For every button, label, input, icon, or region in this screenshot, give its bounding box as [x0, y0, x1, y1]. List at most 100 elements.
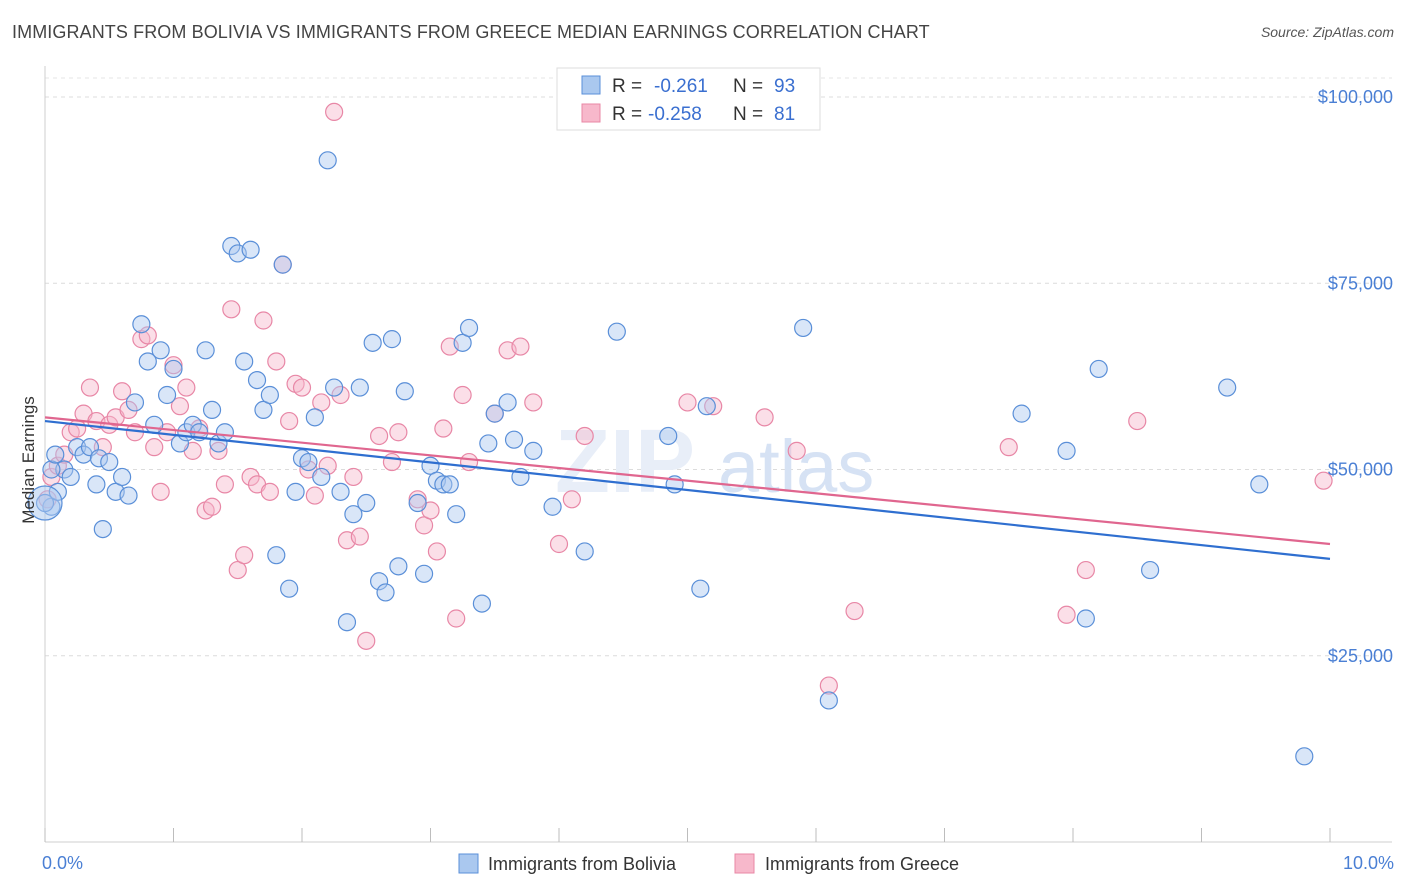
legend-n-label-bolivia: N =	[733, 76, 763, 97]
greece-point-78	[1128, 411, 1147, 431]
legend-r-value-bolivia: -0.261	[654, 76, 708, 97]
bolivia-point-67	[479, 434, 498, 453]
greece-point-27	[215, 475, 234, 494]
y-tick-label-2: $75,000	[1328, 273, 1393, 293]
greece-point-21	[177, 378, 196, 397]
bolivia-point-82	[1012, 404, 1031, 423]
bolivia-point-28	[215, 423, 234, 442]
greece-point-20	[170, 397, 190, 416]
source-label: Source: ZipAtlas.com	[1260, 24, 1394, 40]
greece-point-76	[1057, 605, 1076, 624]
bolivia-point-48	[344, 505, 363, 524]
bolivia-point-33	[247, 371, 267, 390]
bolivia-point-73	[543, 497, 562, 516]
bolivia-point-14	[125, 393, 145, 412]
y-tick-label-1: $50,000	[1328, 460, 1393, 480]
trend-line-bolivia	[44, 419, 1331, 560]
bolivia-point-66	[472, 594, 491, 613]
bolivia-point-65	[459, 318, 479, 338]
bolivia-point-15	[132, 315, 151, 334]
greece-point-52	[389, 423, 408, 442]
bolivia-point-17	[145, 415, 164, 434]
greece-point-79	[1314, 471, 1333, 490]
bolivia-point-25	[196, 341, 215, 360]
greece-point-48	[350, 527, 369, 546]
bolivia-point-46	[331, 482, 350, 501]
greece-point-41	[305, 486, 324, 505]
trend-lines	[44, 416, 1331, 560]
greece-point-45	[331, 385, 350, 405]
greece-point-16	[145, 438, 164, 457]
bolivia-point-92	[46, 445, 65, 464]
greece-point-50	[370, 426, 389, 446]
greece-point-59	[447, 609, 466, 628]
greece-point-28	[222, 300, 241, 319]
bolivia-point-38	[280, 579, 299, 598]
greece-point-71	[755, 408, 774, 427]
greece-point-35	[267, 352, 286, 371]
bolivia-point-20	[164, 359, 183, 379]
greece-point-43	[318, 456, 337, 475]
greece-point-17	[151, 482, 170, 501]
y-axis-label: Median Earnings	[19, 396, 38, 524]
bolivia-point-31	[235, 352, 254, 371]
watermark-atlas: atlas	[718, 425, 874, 508]
bolivia-point-69	[498, 393, 517, 412]
bolivia-point-29	[222, 236, 241, 256]
greece-point-67	[562, 490, 581, 509]
greece-point-77	[1076, 560, 1095, 580]
bolivia-point-76	[659, 426, 678, 446]
bolivia-point-53	[376, 583, 395, 602]
legend-r-label-greece: R =	[612, 104, 642, 125]
bolivia-point-45	[325, 378, 344, 397]
legend-r-value-greece: -0.258	[648, 104, 702, 125]
bolivia-point-36	[267, 546, 286, 565]
correlation-legend: R = -0.261 N = 93 R = -0.258 N = 81	[556, 67, 821, 131]
greece-point-73	[819, 676, 838, 695]
bolivia-point-8	[89, 449, 109, 468]
bolivia-point-80	[794, 318, 813, 338]
bolivia-point-85	[1089, 359, 1108, 379]
greece-point-34	[260, 482, 279, 501]
bolivia-point-3	[61, 467, 80, 487]
bolivia-point-79	[697, 397, 716, 416]
bolivia-point-13	[119, 486, 138, 505]
greece-point-65	[524, 393, 543, 412]
bolivia-point-72	[524, 441, 543, 460]
y-tick-label-0: $25,000	[1328, 646, 1393, 666]
bolivia-point-4	[68, 438, 87, 457]
legend-n-label-greece: N =	[733, 104, 763, 125]
greece-point-57	[434, 419, 453, 438]
bolivia-point-43	[312, 467, 331, 487]
bolivia-point-5	[74, 445, 93, 464]
bolivia-point-35	[260, 385, 279, 405]
bolivia-point-74	[575, 542, 594, 561]
greece-point-64	[511, 337, 530, 356]
legend-swatch-bolivia	[581, 75, 601, 95]
bolivia-point-54	[382, 330, 402, 349]
bolivia-point-68	[485, 404, 504, 423]
series-greece-points	[38, 102, 1333, 695]
bolivia-point-52	[370, 572, 389, 591]
bolivia-point-12	[112, 467, 132, 487]
bolivia-point-44	[318, 151, 337, 170]
greece-point-6	[80, 378, 100, 397]
bolivia-cluster-point	[27, 485, 63, 521]
greece-point-39	[292, 378, 312, 397]
greece-point-56	[427, 542, 447, 561]
bolivia-point-39	[286, 482, 305, 501]
bolivia-point-62	[440, 475, 459, 494]
bolivia-point-61	[434, 475, 453, 494]
bolivia-point-81	[819, 691, 838, 710]
greece-point-66	[549, 534, 569, 554]
trend-line-greece	[44, 416, 1331, 546]
greece-point-75	[999, 438, 1018, 457]
bolivia-point-78	[691, 579, 710, 598]
bolivia-point-55	[389, 557, 408, 576]
legend-n-value-greece: 81	[774, 104, 795, 125]
greece-point-12	[119, 400, 138, 419]
greece-point-68	[575, 426, 594, 446]
legend-swatch-greece	[581, 103, 601, 123]
x-tick-labels: 0.0% 10.0%	[42, 853, 1394, 873]
